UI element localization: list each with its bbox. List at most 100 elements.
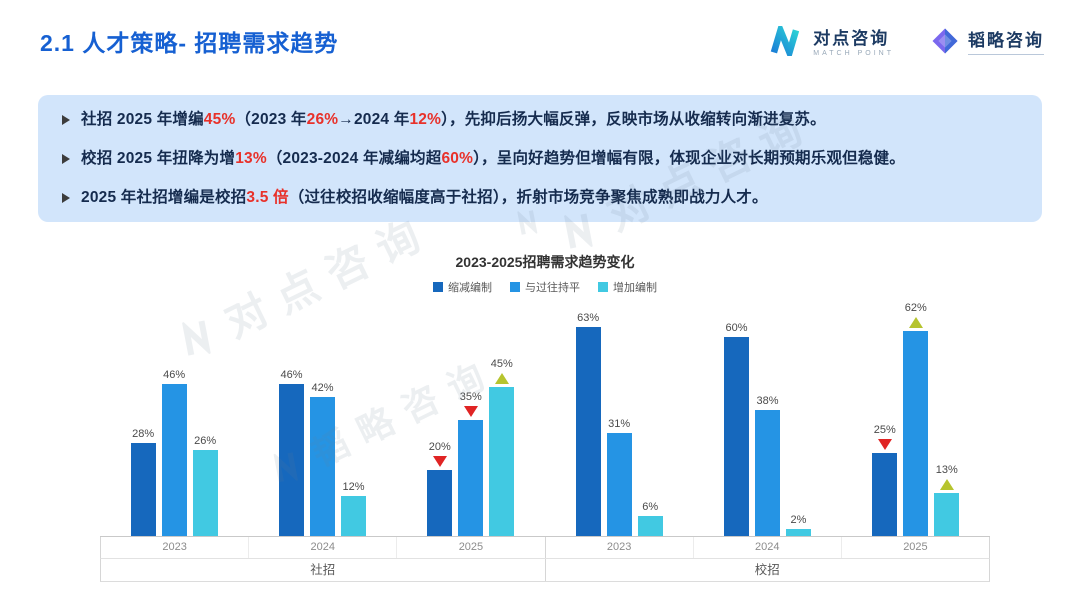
- insight-box: 社招 2025 年增编45%（2023 年26%→2024 年12%），先抑后扬…: [38, 95, 1042, 222]
- decrease-arrow-icon: [432, 455, 447, 467]
- axis-group-label-社招: 社招: [101, 559, 546, 581]
- bar-group: 12%: [340, 481, 366, 536]
- legend-item: 与过往持平: [510, 279, 580, 295]
- bar-value-label: 60%: [725, 322, 748, 335]
- cluster-校招-2025: 25% 62% 13%: [842, 301, 990, 536]
- bar-社招-2025-series1: [427, 469, 453, 536]
- bar-社招-2023-series1: [130, 443, 156, 536]
- highlighted-figure: 45%: [203, 111, 236, 128]
- legend-item: 增加编制: [598, 279, 657, 295]
- legend-label: 与过往持平: [525, 282, 580, 294]
- bar-value-label: 31%: [608, 418, 631, 431]
- axis-years-校招: 2023 2024 2025: [546, 537, 990, 558]
- bar-group: 25%: [872, 424, 898, 536]
- bar-校招-2023-series1: [575, 327, 601, 536]
- highlighted-figure: 26%: [306, 111, 339, 128]
- highlighted-figure: 3.5 倍: [246, 189, 289, 207]
- bullet-arrow-icon: [62, 193, 70, 204]
- insight-item-1: 社招 2025 年增编45%（2023 年26%→2024 年12%），先抑后扬…: [60, 110, 1016, 131]
- bar-社招-2025-series2: [458, 420, 484, 536]
- bar-value-label: 26%: [194, 434, 217, 447]
- bar-value-label: 20%: [428, 440, 451, 453]
- legend-swatch: [598, 282, 608, 292]
- increase-arrow-icon: [908, 316, 923, 328]
- axis-years-社招: 2023 2024 2025: [101, 537, 546, 558]
- insight-item-3: 2025 年社招增编是校招3.5 倍（过往校招收缩幅度高于社招），折射市场竞争聚…: [60, 188, 1016, 209]
- cluster-校招-2023: 63% 31% 6%: [545, 312, 693, 536]
- bar-value-label: 45%: [490, 357, 513, 370]
- matchpoint-logo-icon: [769, 20, 805, 63]
- axis-year-label: 2023: [546, 537, 694, 558]
- brand-matchpoint: 对点咨询 MATCH POINT: [769, 20, 894, 63]
- bar-group: 2%: [785, 514, 811, 536]
- bar-社招-2023-series2: [161, 383, 187, 536]
- bar-校招-2025-series1: [872, 453, 898, 536]
- axis-groups: 社招 校招: [100, 559, 990, 582]
- insight-text: 社招 2025 年增编45%（2023 年26%→2024 年12%），先抑后扬…: [81, 111, 826, 128]
- cluster-社招-2024: 46% 42% 12%: [248, 369, 396, 536]
- axis-year-label: 2025: [903, 541, 928, 553]
- legend-swatch: [510, 282, 520, 292]
- plot-area: 28% 46% 26% 46% 42% 12% 20% 35% 45% 63% 31% 6% 60% 38…: [100, 301, 990, 537]
- bar-社招-2024-series3: [340, 496, 366, 536]
- bar-group: 42%: [309, 381, 335, 536]
- increase-arrow-icon: [494, 372, 509, 384]
- taolue-logo-icon: [930, 26, 960, 61]
- axis-year-label: 2024: [249, 537, 398, 558]
- bar-社招-2023-series3: [192, 449, 218, 536]
- insight-item-2: 校招 2025 年扭降为增13%（2023-2024 年减编均超60%），呈向好…: [60, 149, 1016, 170]
- bullet-arrow-icon: [62, 115, 70, 125]
- chart-legend: 缩减编制 与过往持平 增加编制: [100, 280, 990, 294]
- page-title: 2.1 人才策略- 招聘需求趋势: [40, 30, 339, 56]
- bar-value-label: 46%: [163, 368, 186, 381]
- bar-社招-2024-series2: [309, 396, 335, 536]
- brand-logos: 对点咨询 MATCH POINT 韬略咨询: [769, 20, 1044, 63]
- bar-校招-2023-series2: [606, 433, 632, 536]
- bar-校招-2025-series2: [903, 330, 929, 536]
- bar-社招-2024-series1: [278, 383, 304, 536]
- bar-group: 45%: [489, 357, 515, 536]
- bar-group: 46%: [278, 369, 304, 536]
- brand-taolue: 韬略咨询: [930, 26, 1044, 61]
- bar-value-label: 62%: [904, 301, 927, 314]
- insight-text: 2025 年社招增编是校招3.5 倍（过往校招收缩幅度高于社招），折射市场竞争聚…: [81, 189, 768, 207]
- bar-value-label: 42%: [311, 381, 334, 394]
- bar-校招-2024-series3: [785, 529, 811, 536]
- bar-value-label: 35%: [459, 391, 482, 403]
- bar-value-label: 63%: [577, 312, 600, 325]
- bar-value-label: 38%: [756, 395, 779, 408]
- bar-group: 20%: [427, 440, 453, 536]
- bar-group: 31%: [606, 418, 632, 536]
- bar-value-label: 6%: [642, 501, 659, 514]
- bar-value-label: 12%: [342, 481, 365, 494]
- plot-group-社招: 28% 46% 26% 46% 42% 12% 20% 35% 45%: [100, 304, 545, 536]
- axis-group-label-校招: 校招: [754, 563, 780, 577]
- bar-group: 28%: [130, 428, 156, 536]
- bar-group: 60%: [723, 322, 749, 536]
- legend-swatch: [433, 282, 443, 292]
- plot-group-校招: 63% 31% 6% 60% 38% 2% 25% 62% 13%: [545, 301, 990, 536]
- bar-group: 46%: [161, 368, 187, 536]
- bar-group: 38%: [754, 395, 780, 536]
- bar-value-label: 25%: [873, 424, 896, 437]
- bar-校招-2024-series1: [723, 337, 749, 536]
- bar-group: 62%: [903, 301, 929, 536]
- bar-group: 35%: [458, 391, 484, 536]
- decrease-arrow-icon: [877, 439, 892, 451]
- bar-group: 6%: [637, 501, 663, 536]
- bar-value-label: 2%: [790, 514, 807, 527]
- bar-value-label: 13%: [935, 463, 958, 476]
- bar-校招-2024-series2: [754, 410, 780, 536]
- insight-text: 校招 2025 年扭降为增13%（2023-2024 年减编均超60%），呈向好…: [81, 150, 905, 168]
- bar-校招-2025-series3: [934, 492, 960, 536]
- bar-value-label: 28%: [132, 428, 155, 441]
- axis-years: 2023 2024 2025 2023 2024 2025: [100, 537, 990, 559]
- cluster-校招-2024: 60% 38% 2%: [693, 322, 841, 536]
- axis-year-label: 2024: [694, 537, 842, 558]
- increase-arrow-icon: [939, 478, 954, 490]
- bar-group: 13%: [934, 463, 960, 536]
- highlighted-figure: 13%: [235, 150, 267, 168]
- recruiting-trend-chart: 2023-2025招聘需求趋势变化 缩减编制 与过往持平 增加编制 28% 46% 26…: [100, 252, 990, 582]
- brand-matchpoint-tagline: MATCH POINT: [813, 50, 894, 58]
- decrease-arrow-icon: [463, 406, 478, 417]
